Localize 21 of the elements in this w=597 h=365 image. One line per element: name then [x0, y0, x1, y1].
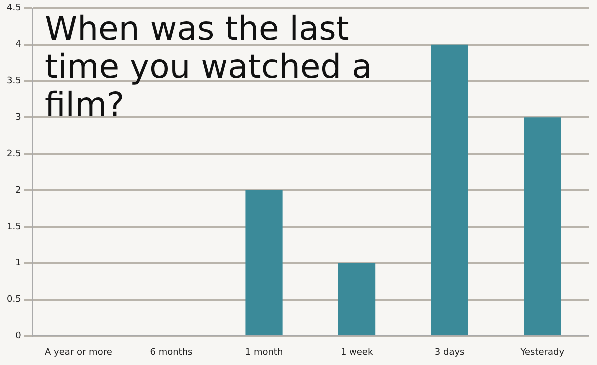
x-tick-label: Yesterady [520, 348, 566, 358]
bar [246, 190, 283, 336]
y-tick-label: 0 [16, 332, 22, 342]
x-tick-label: A year or more [45, 348, 113, 358]
y-tick-label: 4.5 [6, 4, 22, 14]
y-tick-label: 3.5 [6, 76, 22, 87]
bar [524, 118, 562, 336]
x-tick-label: 3 days [434, 348, 466, 358]
text: When was the last time you watched a film? [45, 9, 374, 124]
y-tick-label: 1 [16, 258, 22, 269]
bar [431, 44, 468, 336]
y-tick-label: 2.5 [6, 149, 22, 160]
x-tick-label: 1 week [340, 348, 374, 358]
bar [338, 263, 376, 336]
x-tick-label: 1 month [245, 348, 284, 358]
y-tick-label: 0.5 [6, 295, 22, 306]
y-tick-label: 2 [16, 186, 22, 196]
y-tick-label: 4 [16, 40, 22, 50]
y-tick-label: 1.5 [6, 222, 22, 232]
x-tick-label: 6 months [150, 348, 194, 358]
y-tick-label: 3 [16, 113, 22, 124]
